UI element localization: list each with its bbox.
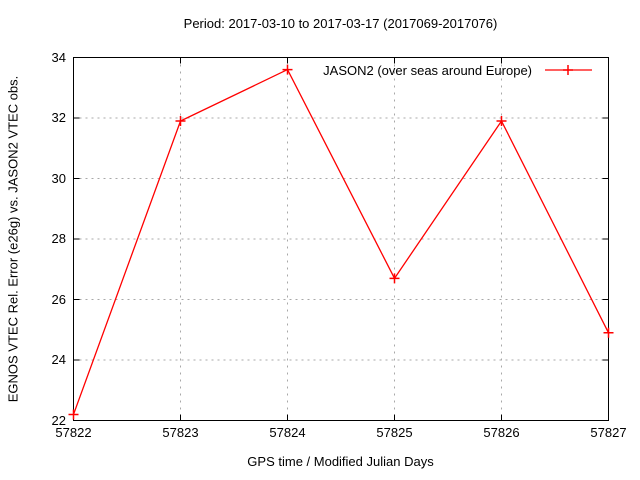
- data-point-marker: [496, 116, 507, 127]
- x-tick-label: 57824: [269, 425, 306, 440]
- x-tick-label: 57822: [55, 425, 92, 440]
- y-tick-label: 34: [51, 49, 66, 65]
- y-tick-label: 22: [51, 412, 66, 428]
- y-tick-label: 24: [51, 352, 66, 367]
- plot-border: [73, 57, 609, 421]
- x-tick-label: 57823: [162, 425, 199, 440]
- data-point-marker: [175, 116, 186, 127]
- data-point-marker: [603, 327, 614, 338]
- y-tick-label: 26: [51, 291, 66, 307]
- legend: JASON2 (over seas around Europe): [323, 62, 592, 78]
- y-tick-label: 30: [51, 170, 66, 186]
- data-point-marker: [282, 64, 293, 75]
- x-tick-label: 57825: [376, 425, 413, 440]
- data-point-marker: [389, 273, 400, 284]
- chart-title: Period: 2017-03-10 to 2017-03-17 (201706…: [183, 16, 498, 31]
- data-point-marker: [68, 409, 79, 420]
- x-tick-label: 57826: [483, 425, 520, 440]
- data-line: [72, 68, 610, 415]
- y-tick-label: 28: [51, 231, 66, 246]
- x-axis-label: GPS time / Modified Julian Days: [247, 454, 434, 469]
- x-tick-label: 57827: [590, 425, 627, 440]
- legend-marker: [563, 65, 573, 75]
- legend-series-label: JASON2 (over seas around Europe): [323, 62, 532, 78]
- legend-line-sample-icon: [545, 65, 592, 75]
- y-tick-label: 32: [51, 110, 66, 125]
